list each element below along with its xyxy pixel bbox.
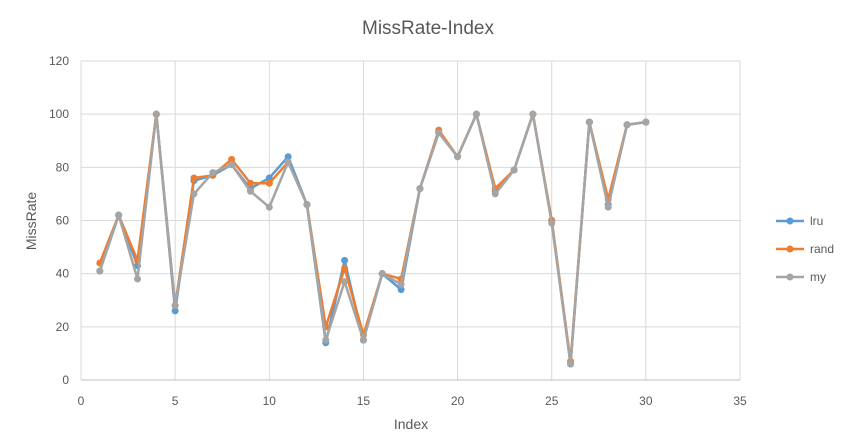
data-point-lru [284, 153, 292, 161]
data-point-my [416, 185, 424, 193]
data-point-my [623, 121, 631, 129]
series-my [96, 110, 650, 368]
data-point-my [152, 110, 160, 118]
legend-item-rand: rand [776, 242, 834, 256]
data-point-my [359, 336, 367, 344]
y-tick-label: 100 [49, 107, 69, 121]
legend-label: rand [810, 242, 834, 256]
data-point-rand [228, 155, 236, 163]
data-point-rand [190, 174, 198, 182]
legend-swatch-marker [786, 245, 794, 253]
data-point-my [190, 190, 198, 198]
x-tick-label: 30 [639, 394, 653, 408]
series-line-my [98, 112, 647, 366]
y-axis-title: MissRate [23, 192, 39, 251]
data-point-my [397, 280, 405, 288]
data-point-my [322, 336, 330, 344]
legend-item-my: my [776, 270, 826, 284]
data-point-my [510, 166, 518, 174]
y-tick-labels: 0 20 40 60 80 100 120 [49, 54, 69, 387]
chart-title: MissRate-Index [362, 18, 494, 39]
data-point-lru [397, 286, 405, 294]
y-tick-label: 20 [56, 320, 70, 334]
legend-label: my [810, 270, 826, 284]
data-point-my [378, 270, 386, 278]
data-point-my [642, 118, 650, 126]
y-tick-label: 0 [62, 373, 69, 387]
data-point-my [548, 219, 556, 227]
x-axis-title: Index [394, 416, 428, 432]
data-point-my [96, 267, 104, 275]
series-layer [96, 110, 650, 368]
legend-swatch-marker [786, 273, 794, 281]
data-point-my [567, 360, 575, 368]
data-point-my [209, 169, 217, 177]
data-point-my [303, 201, 311, 209]
data-point-my [454, 153, 462, 161]
x-tick-label: 0 [78, 394, 85, 408]
data-point-my [529, 110, 537, 118]
y-tick-label: 80 [56, 160, 70, 174]
legend-label: lru [810, 214, 823, 228]
x-tick-label: 15 [357, 394, 371, 408]
data-point-my [246, 187, 254, 195]
y-tick-label: 60 [56, 214, 70, 228]
gridlines [80, 60, 741, 381]
data-point-my [133, 275, 141, 283]
data-point-my [284, 158, 292, 166]
data-point-lru [171, 307, 179, 315]
data-point-my [604, 203, 612, 211]
data-point-rand [246, 179, 254, 187]
legend-item-lru: lru [776, 214, 823, 228]
data-point-my [115, 211, 123, 219]
x-tick-label: 5 [172, 394, 179, 408]
x-tick-label: 35 [733, 394, 747, 408]
data-point-my [265, 203, 273, 211]
y-tick-label: 120 [49, 54, 69, 68]
data-point-rand [265, 179, 273, 187]
x-tick-label: 10 [263, 394, 277, 408]
data-point-my [171, 302, 179, 310]
legend: lru rand my [776, 214, 834, 284]
data-point-my [435, 129, 443, 137]
data-point-my [472, 110, 480, 118]
series-line-rand [98, 112, 647, 363]
x-tick-label: 25 [545, 394, 559, 408]
x-tick-labels: 0 5 10 15 20 25 30 35 [78, 394, 747, 408]
data-point-rand [341, 264, 349, 272]
data-point-my [228, 161, 236, 169]
data-point-my [491, 190, 499, 198]
y-tick-label: 40 [56, 267, 70, 281]
data-point-lru [341, 256, 349, 264]
x-tick-label: 20 [451, 394, 465, 408]
legend-swatch-marker [786, 217, 794, 225]
data-point-my [341, 278, 349, 286]
data-point-my [585, 118, 593, 126]
